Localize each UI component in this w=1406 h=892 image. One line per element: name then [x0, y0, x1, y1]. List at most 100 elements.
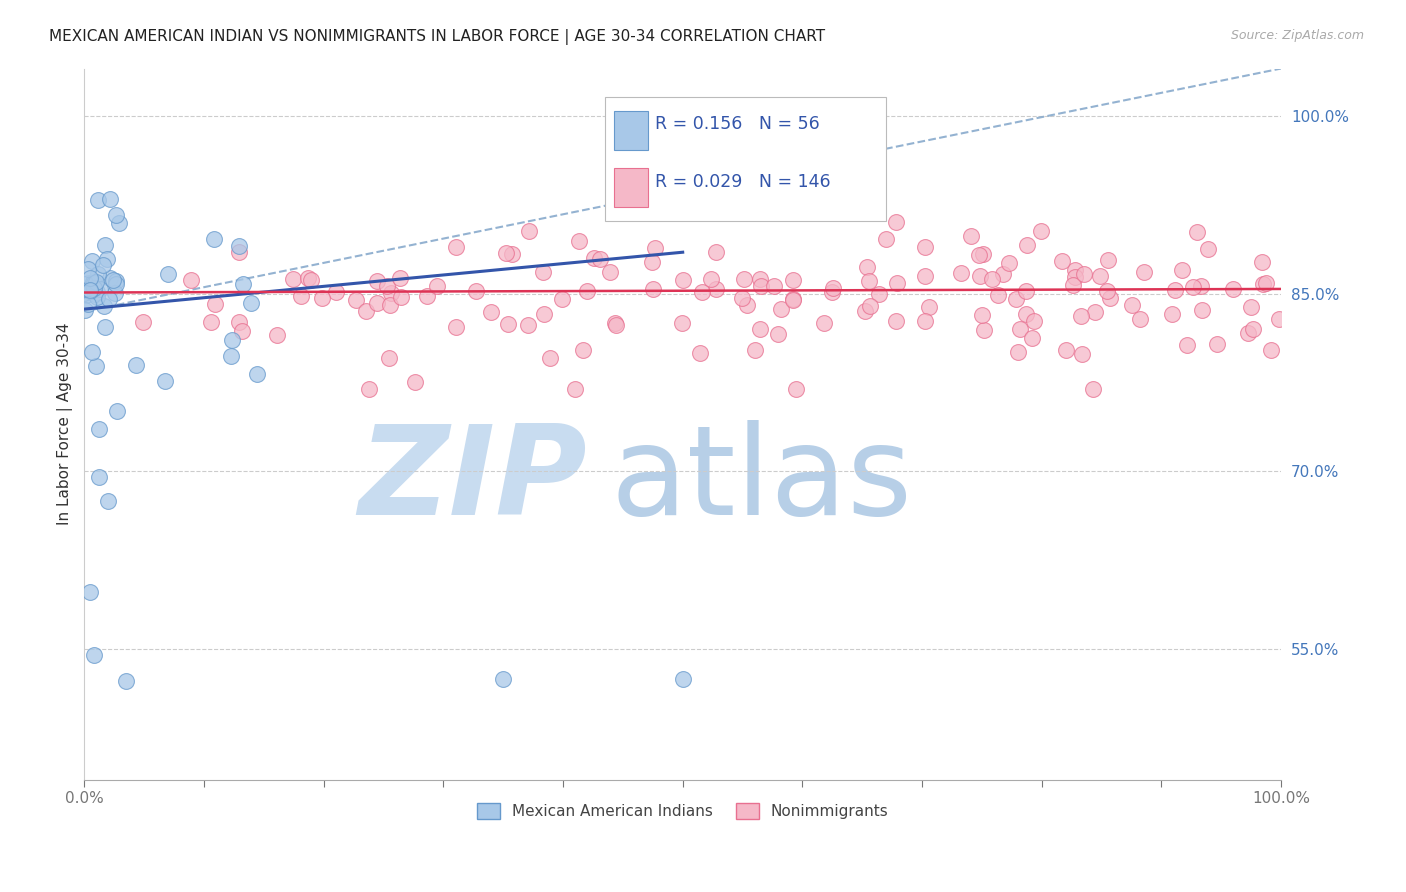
Point: [501, 246, 523, 260]
Point: [1005, 293, 1028, 307]
Point: [75, 303, 97, 318]
Point: [1015, 307, 1038, 321]
Point: [517, 318, 540, 333]
Point: [388, 270, 411, 285]
Point: [297, 270, 319, 285]
Point: [538, 351, 561, 365]
Point: [858, 274, 880, 288]
Point: [1160, 307, 1182, 321]
Point: [1121, 298, 1143, 312]
Point: [1050, 254, 1073, 268]
Point: [1081, 382, 1104, 396]
Point: [240, 296, 263, 310]
Text: R = 0.029   N = 146: R = 0.029 N = 146: [655, 173, 831, 191]
Point: [692, 285, 714, 299]
Point: [641, 282, 664, 296]
Point: [991, 267, 1014, 281]
Point: [426, 279, 449, 293]
Point: [83, 287, 105, 301]
Point: [641, 254, 664, 268]
Point: [1251, 254, 1274, 268]
Point: [914, 314, 936, 328]
Point: [97, 494, 120, 508]
Point: [1029, 224, 1052, 238]
Point: [533, 307, 555, 321]
Point: [496, 317, 519, 331]
Point: [1171, 262, 1194, 277]
Point: [311, 291, 333, 305]
Point: [1017, 238, 1039, 252]
Point: [969, 268, 991, 283]
Point: [76, 288, 98, 302]
Point: [1251, 277, 1274, 291]
Point: [83, 283, 105, 297]
Point: [1182, 280, 1205, 294]
Point: [446, 240, 468, 254]
Bar: [614, 168, 648, 207]
Point: [87, 422, 110, 436]
Point: [80, 345, 103, 359]
FancyBboxPatch shape: [605, 97, 886, 221]
Point: [564, 382, 586, 396]
Text: Source: ZipAtlas.com: Source: ZipAtlas.com: [1230, 29, 1364, 42]
Point: [704, 245, 727, 260]
Point: [354, 304, 377, 318]
Point: [1088, 268, 1111, 283]
Point: [76, 261, 98, 276]
Point: [1008, 322, 1031, 336]
Point: [290, 289, 312, 303]
Point: [782, 292, 804, 306]
Point: [1185, 225, 1208, 239]
Point: [1007, 344, 1029, 359]
Point: [83, 648, 105, 662]
Point: [82, 254, 104, 268]
Point: [495, 245, 517, 260]
Point: [700, 271, 723, 285]
Point: [366, 274, 388, 288]
Point: [886, 276, 908, 290]
Point: [231, 325, 253, 339]
Point: [1095, 284, 1118, 298]
Point: [1070, 309, 1092, 323]
Point: [83, 281, 105, 295]
Point: [1241, 322, 1264, 336]
Point: [856, 260, 879, 274]
Point: [98, 270, 121, 285]
Point: [671, 316, 693, 330]
Point: [575, 284, 598, 298]
Point: [1021, 331, 1043, 345]
Point: [89, 282, 111, 296]
Point: [1256, 277, 1278, 291]
Point: [1197, 242, 1219, 256]
Point: [380, 285, 402, 300]
Point: [86, 193, 108, 207]
Point: [672, 672, 695, 686]
Point: [1015, 285, 1038, 299]
Point: [1073, 268, 1095, 282]
Point: [75, 283, 97, 297]
Point: [157, 267, 180, 281]
Point: [749, 322, 772, 336]
Point: [1260, 343, 1282, 357]
Point: [1129, 311, 1152, 326]
Point: [389, 290, 412, 304]
Point: [1189, 278, 1212, 293]
Point: [77, 276, 100, 290]
Point: [973, 323, 995, 337]
Point: [108, 216, 131, 230]
Point: [731, 291, 754, 305]
Point: [124, 358, 146, 372]
Point: [103, 273, 125, 287]
Point: [378, 298, 401, 312]
Point: [87, 470, 110, 484]
Point: [79, 585, 101, 599]
Point: [357, 382, 380, 396]
Point: [589, 252, 612, 267]
Point: [204, 297, 226, 311]
Point: [96, 252, 118, 267]
Point: [86, 359, 108, 373]
Point: [762, 278, 785, 293]
Text: ZIP: ZIP: [359, 420, 586, 541]
Point: [704, 282, 727, 296]
Point: [202, 232, 225, 246]
